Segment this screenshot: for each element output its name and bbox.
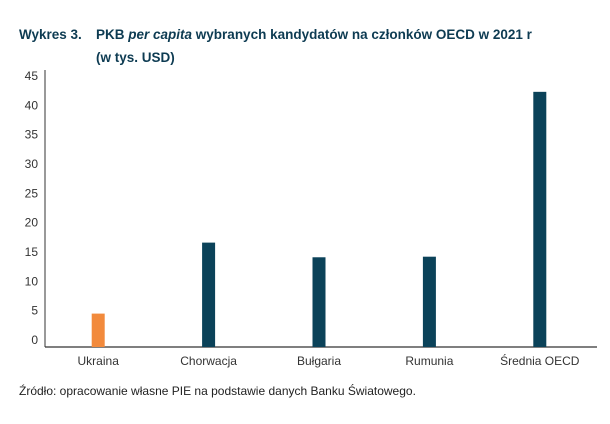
y-tick-label: 20 [25, 216, 39, 230]
y-tick-label: 15 [25, 245, 39, 259]
bar-średnia-oecd [533, 91, 547, 347]
bar-ukraina [91, 313, 105, 347]
title-prefix: PKB [96, 27, 129, 42]
x-tick-label: Ukraina [78, 354, 120, 368]
y-tick-label: 35 [25, 128, 39, 142]
y-tick-label: 40 [25, 98, 39, 112]
bar-rumunia [422, 256, 436, 347]
chart-number: Wykres 3. [19, 27, 82, 42]
y-tick-label: 45 [25, 69, 39, 83]
x-tick-label: Rumunia [405, 354, 453, 368]
title-italic: per capita [128, 27, 193, 42]
y-tick-label: 5 [31, 304, 38, 318]
y-tick-label: 0 [31, 333, 38, 347]
x-tick-label: Średnia OECD [500, 353, 580, 368]
x-tick-label: Chorwacja [180, 354, 237, 368]
y-tick-label: 10 [25, 274, 39, 288]
title-suffix: wybranych kandydatów na członków OECD w … [192, 27, 532, 42]
source-note: Źródło: opracowanie własne PIE na podsta… [19, 384, 416, 398]
chart-subtitle: (w tys. USD) [96, 50, 175, 65]
bar-chorwacja [202, 242, 216, 347]
x-tick-label: Bułgaria [297, 354, 341, 368]
bar-bułgaria [312, 257, 326, 347]
y-tick-label: 25 [25, 186, 39, 200]
y-tick-label: 30 [25, 157, 39, 171]
chart-title-text: PKB per capita wybranych kandydatów na c… [96, 23, 532, 46]
